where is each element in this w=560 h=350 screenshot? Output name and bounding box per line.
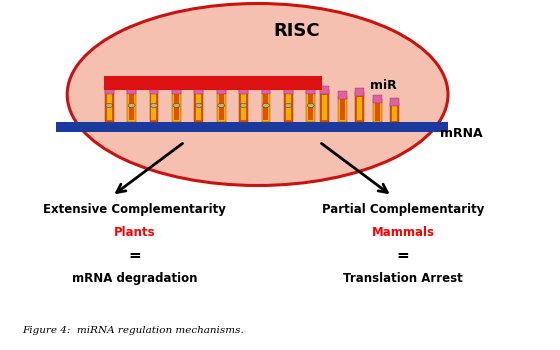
Text: Extensive Complementarity: Extensive Complementarity [43, 203, 226, 217]
Text: Figure 4:  miRNA regulation mechanisms.: Figure 4: miRNA regulation mechanisms. [22, 326, 244, 335]
Text: Partial Complementarity: Partial Complementarity [322, 203, 484, 217]
Bar [174, 93, 179, 120]
Circle shape [285, 103, 292, 107]
Bar [107, 93, 111, 120]
Bar [355, 92, 364, 122]
Bar [262, 84, 270, 94]
Bar [355, 88, 364, 96]
Bar [357, 97, 362, 120]
Bar [320, 86, 329, 94]
Circle shape [151, 103, 157, 107]
Bar [150, 90, 158, 122]
Bar [286, 93, 291, 120]
Bar [127, 84, 136, 94]
Bar [194, 90, 203, 122]
Text: miR: miR [370, 79, 396, 92]
Circle shape [307, 103, 314, 107]
Bar [309, 93, 313, 120]
Text: =: = [397, 248, 409, 263]
Bar [393, 105, 397, 121]
Bar [217, 84, 226, 94]
Bar [105, 84, 114, 94]
Circle shape [218, 103, 225, 107]
Bar [172, 90, 181, 122]
Circle shape [128, 103, 135, 107]
Bar [390, 103, 399, 122]
Bar [197, 93, 201, 120]
Bar [323, 95, 327, 120]
Circle shape [106, 103, 113, 107]
Bar [105, 90, 114, 122]
Bar [262, 90, 270, 122]
Bar [284, 90, 293, 122]
Text: Plants: Plants [114, 226, 155, 239]
Circle shape [195, 103, 202, 107]
Bar [104, 76, 322, 90]
Bar [217, 90, 226, 122]
Text: mRNA degradation: mRNA degradation [72, 272, 197, 285]
Bar [284, 84, 293, 94]
Bar [338, 91, 347, 99]
Bar [390, 98, 399, 106]
Text: Translation Arrest: Translation Arrest [343, 272, 463, 285]
Text: mRNA: mRNA [440, 127, 482, 140]
Circle shape [263, 103, 269, 107]
Text: RISC: RISC [273, 22, 320, 41]
Bar [239, 84, 248, 94]
Bar [373, 95, 382, 103]
Bar [264, 93, 268, 120]
Bar [219, 93, 223, 120]
Bar [241, 93, 246, 120]
Bar [56, 122, 448, 132]
Text: =: = [128, 248, 141, 263]
Bar [320, 90, 329, 122]
Text: Mammals: Mammals [372, 226, 435, 239]
Bar [152, 93, 156, 120]
Bar [150, 84, 158, 94]
Circle shape [240, 103, 247, 107]
Bar [239, 90, 248, 122]
Bar [172, 84, 181, 94]
Bar [127, 90, 136, 122]
Bar [340, 99, 345, 120]
Bar [375, 103, 380, 121]
Bar [194, 84, 203, 94]
Bar [129, 93, 134, 120]
Bar [373, 99, 382, 122]
Circle shape [173, 103, 180, 107]
Bar [338, 96, 347, 122]
Ellipse shape [67, 4, 448, 186]
Bar [306, 90, 315, 122]
Bar [306, 84, 315, 94]
